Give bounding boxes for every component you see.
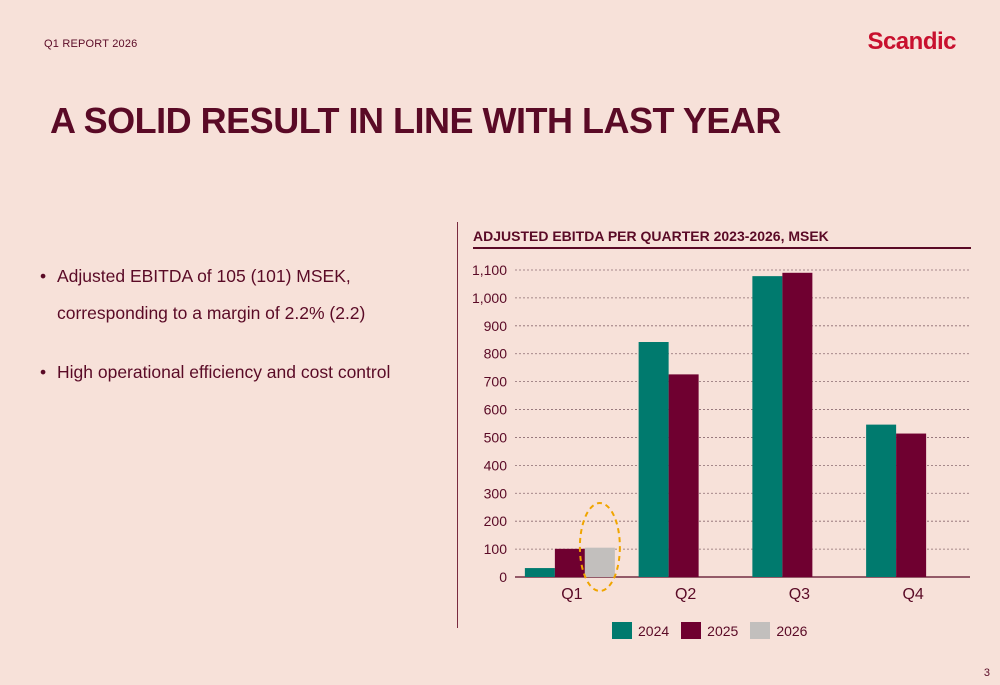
y-tick-label: 300 [484,485,508,501]
x-tick-label: Q4 [902,586,923,603]
chart-legend: 2024 2025 2026 [612,622,807,639]
legend-swatch-2025 [681,622,702,639]
bullet-list: Adjusted EBITDA of 105 (101) MSEK, corre… [40,258,440,413]
ebitda-bar-chart: 0 100 200 300 400 500 600 700 800 900 1,000 1,100 Q1… [472,262,970,603]
bullet-item-efficiency: High operational efficiency and cost con… [40,354,440,391]
y-tick-label: 1,100 [472,262,507,278]
y-tick-label: 600 [484,402,508,418]
y-tick-label: 900 [484,318,508,334]
y-tick-label: 100 [484,541,508,557]
y-tick-label: 800 [484,346,508,362]
scandic-logo: Scandic [867,28,956,55]
bar-q3-2025 [782,272,813,577]
report-label: Q1 REPORT 2026 [44,38,138,50]
y-tick-label: 0 [499,569,507,585]
legend-label-2026: 2026 [776,622,808,639]
y-tick-label: 500 [484,429,508,445]
bar-q1-2026 [584,547,615,577]
legend-label-2025: 2025 [707,622,739,639]
bar-q2-2024 [638,342,669,577]
legend-swatch-2024 [612,622,632,639]
legend-item-2024: 2024 [612,622,669,639]
vertical-divider [457,222,458,628]
bar-q4-2025 [896,433,927,577]
legend-item-2026: 2026 [750,622,807,639]
q1-2026-highlight-ellipse [578,502,621,592]
legend-label-2024: 2024 [638,622,670,639]
x-tick-label: Q1 [561,586,582,603]
bar-q2-2025 [668,374,699,577]
bar-q3-2024 [752,276,783,577]
x-tick-label: Q2 [675,586,696,603]
chart-title-rule [473,247,971,249]
x-tick-label: Q3 [789,586,810,603]
page-title: A SOLID RESULT IN LINE WITH LAST YEAR [50,100,781,141]
legend-swatch-2026 [750,622,771,639]
y-tick-label: 700 [484,374,508,390]
bullet-item-ebitda: Adjusted EBITDA of 105 (101) MSEK, corre… [40,258,440,332]
page-number: 3 [983,667,990,679]
bar-q1-2024 [524,568,555,577]
bar-q4-2024 [866,424,897,577]
bar-q1-2025 [554,548,585,577]
legend-item-2025: 2025 [681,622,738,639]
chart-title: ADJUSTED EBITDA PER QUARTER 2023-2026, M… [473,228,829,244]
y-tick-label: 200 [484,513,508,529]
y-tick-label: 400 [484,457,508,473]
y-tick-label: 1,000 [472,290,507,306]
